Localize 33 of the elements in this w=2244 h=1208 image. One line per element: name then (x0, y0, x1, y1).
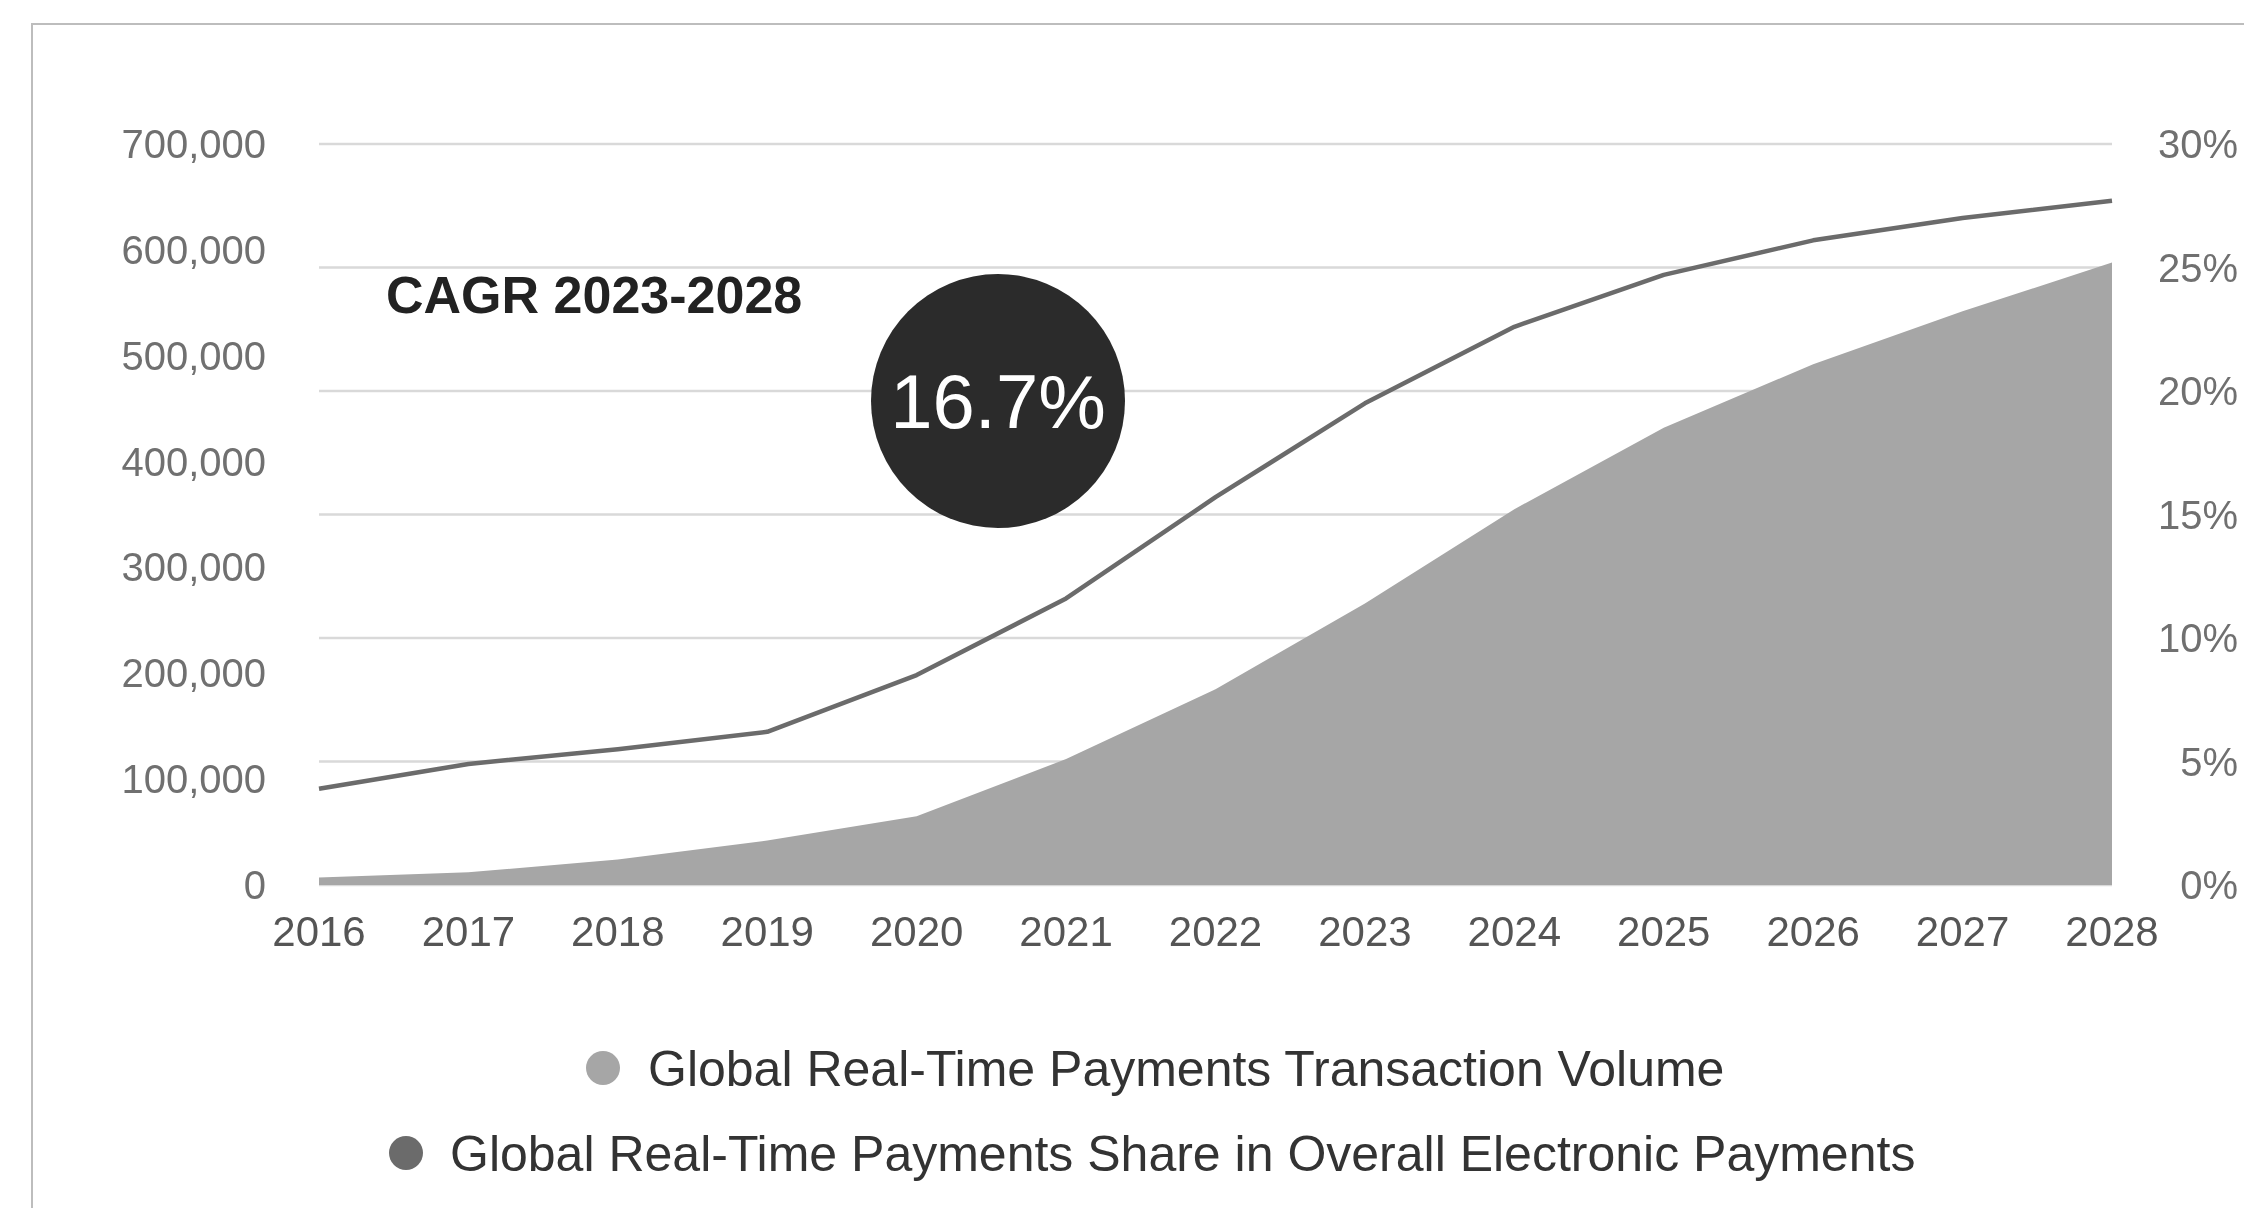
y2-tick-label: 15% (2157, 492, 2238, 537)
legend-label: Global Real-Time Payments Transaction Volume (648, 1040, 1725, 1097)
y2-tick-label: 20% (2157, 369, 2238, 413)
y2-tick-label: 30% (2157, 122, 2238, 166)
y2-tick-label: 25% (2157, 245, 2238, 290)
y-tick-label: 0 (243, 863, 266, 907)
x-tick-label: 2022 (1168, 908, 1263, 955)
annotation: 16.7% (890, 358, 1106, 444)
x-tick-label: 2017 (421, 908, 516, 955)
y-tick-label: 500,000 (121, 333, 266, 378)
y-tick-label: 600,000 (121, 227, 266, 272)
x-tick-label: 2023 (1318, 908, 1412, 955)
x-tick-label: 2027 (1915, 908, 2010, 955)
x-tick-label: 2020 (869, 908, 964, 955)
x-tick-label: 2025 (1617, 908, 1711, 955)
y-tick-label: 100,000 (121, 757, 266, 802)
y2-tick-label: 10% (2157, 616, 2238, 660)
y-tick-label: 300,000 (121, 545, 266, 590)
y-tick-label: 200,000 (121, 651, 266, 696)
y-tick-label: 700,000 (121, 122, 266, 166)
x-tick-label: 2019 (720, 908, 814, 955)
x-tick-label: 2026 (1766, 908, 1860, 955)
annotation: CAGR 2023-2028 (386, 266, 803, 324)
x-tick-label: 2016 (272, 908, 366, 955)
legend-label: Global Real-Time Payments Share in Overall Electronic Payments (450, 1125, 1916, 1182)
x-tick-label: 2018 (571, 908, 665, 955)
y2-tick-label: 0% (2180, 863, 2238, 907)
line-series (316, 198, 2115, 791)
x-tick-label: 2021 (1019, 908, 1113, 955)
y-tick-label: 400,000 (121, 439, 266, 484)
y2-tick-label: 5% (2180, 739, 2238, 784)
x-tick-label: 2024 (1467, 908, 1562, 955)
x-tick-label: 2028 (2065, 908, 2159, 955)
